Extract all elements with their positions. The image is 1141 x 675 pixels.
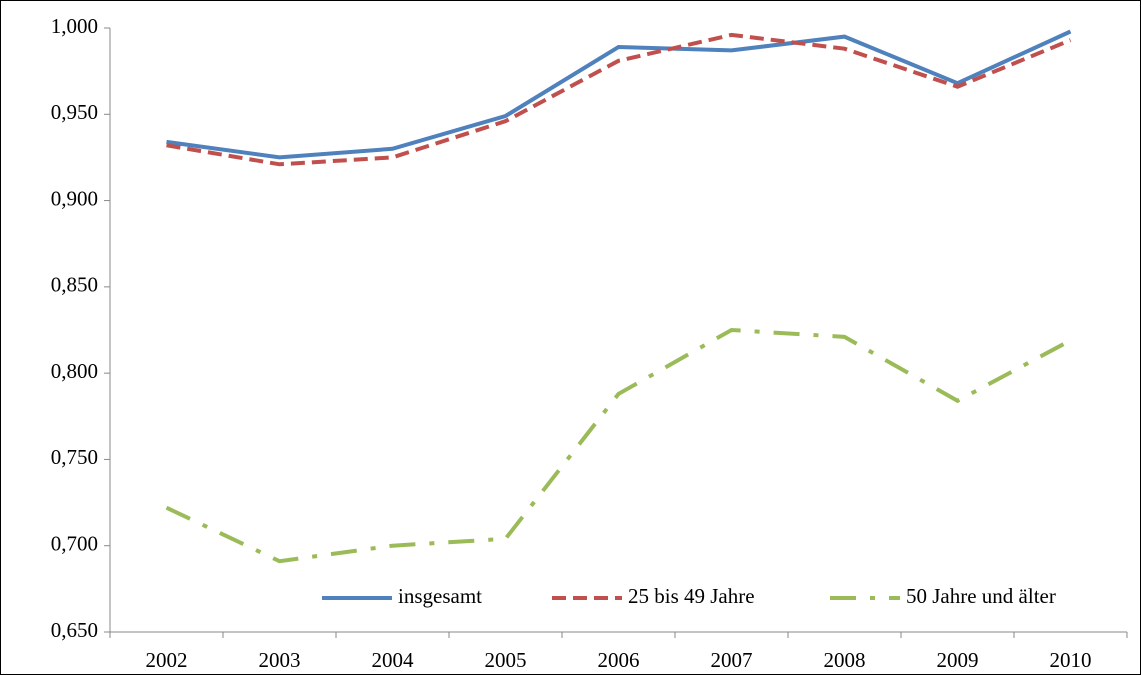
- x-tick-label: 2004: [372, 648, 415, 672]
- y-tick-label: 0,900: [51, 186, 98, 210]
- legend-label: insgesamt: [398, 584, 482, 608]
- y-tick-label: 0,950: [51, 100, 98, 124]
- series-line: [165, 327, 1072, 564]
- x-tick-label: 2007: [711, 648, 753, 672]
- y-tick-label: 1,000: [51, 14, 98, 38]
- x-tick-label: 2005: [485, 648, 527, 672]
- x-tick-label: 2002: [146, 648, 188, 672]
- y-tick-label: 0,800: [51, 359, 98, 383]
- x-tick-label: 2010: [1050, 648, 1092, 672]
- y-tick-label: 0,750: [51, 445, 98, 469]
- series-line: [166, 29, 1072, 160]
- x-tick-label: 2008: [824, 648, 866, 672]
- x-tick-label: 2003: [259, 648, 301, 672]
- x-tick-label: 2009: [937, 648, 979, 672]
- y-tick-label: 0,700: [51, 532, 98, 556]
- y-tick-label: 0,650: [51, 618, 98, 642]
- legend-label: 25 bis 49 Jahre: [628, 584, 755, 608]
- series-line: [166, 32, 1072, 167]
- legend-label: 50 Jahre und älter: [906, 584, 1056, 608]
- x-tick-label: 2006: [598, 648, 640, 672]
- y-tick-label: 0,850: [51, 273, 98, 297]
